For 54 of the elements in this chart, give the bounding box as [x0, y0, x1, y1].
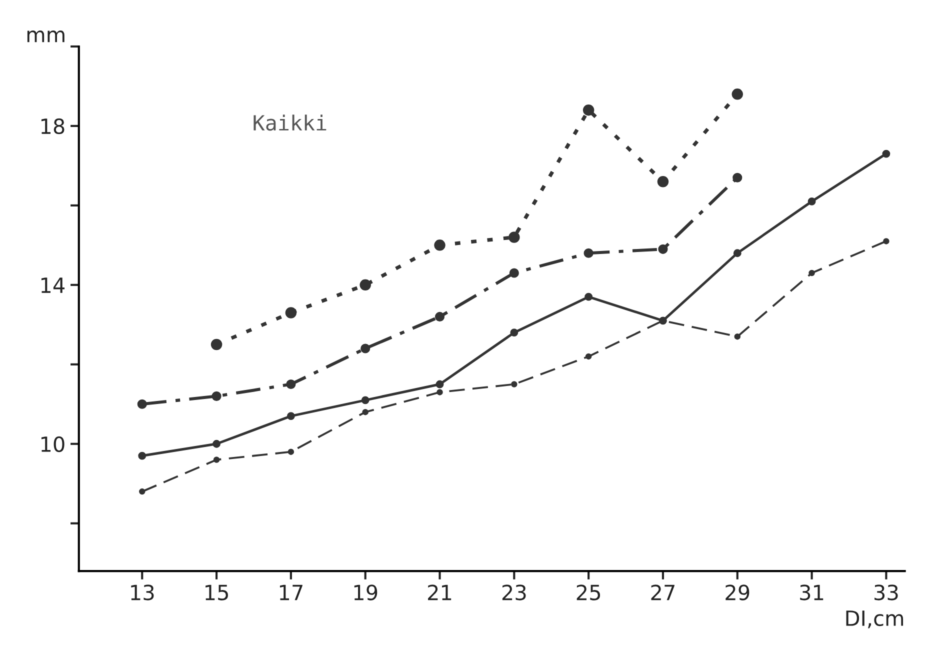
point	[436, 389, 443, 396]
point	[362, 408, 368, 416]
point	[657, 176, 669, 188]
point	[434, 312, 445, 322]
point	[436, 380, 444, 388]
point	[808, 270, 815, 276]
point	[139, 488, 146, 495]
point	[288, 448, 294, 455]
annotation: Kaikki	[254, 114, 326, 131]
x-tick-label: 19	[354, 584, 378, 600]
point	[732, 172, 742, 182]
x-tick-label: 23	[502, 584, 526, 600]
x-tick-label: 13	[131, 584, 154, 600]
point	[882, 150, 890, 158]
x-tick-label: 27	[651, 584, 674, 600]
x-tick-label: 31	[800, 584, 824, 600]
point	[509, 268, 519, 278]
point	[286, 412, 295, 420]
point	[213, 456, 220, 463]
x-tick-label: 33	[874, 584, 898, 600]
point	[137, 399, 147, 409]
x-tick-label: 15	[206, 584, 228, 600]
x-tick-label: 17	[280, 584, 302, 600]
point	[733, 249, 742, 258]
point	[286, 379, 296, 390]
point	[212, 440, 220, 448]
point	[210, 338, 222, 350]
point	[285, 307, 297, 318]
y-axis-title: mm	[27, 30, 64, 42]
point	[585, 353, 592, 360]
y-tick-label: 14	[41, 278, 65, 293]
x-tick-label: 29	[726, 584, 750, 600]
x-axis-title: DI,cm	[846, 610, 904, 628]
point	[511, 381, 518, 388]
y-tick-label: 10	[41, 436, 64, 452]
point	[584, 248, 594, 258]
point	[883, 238, 890, 244]
point	[360, 279, 371, 291]
point	[361, 396, 370, 404]
x-tick-label: 25	[576, 584, 600, 600]
y-tick-label: 18	[41, 118, 64, 134]
point	[732, 88, 744, 100]
point	[658, 244, 668, 254]
point	[582, 104, 594, 116]
point	[510, 328, 518, 337]
point	[138, 452, 146, 460]
point	[434, 240, 446, 251]
point	[212, 391, 222, 401]
point	[584, 292, 593, 301]
x-tick-label: 21	[428, 584, 452, 600]
point	[808, 198, 816, 206]
point	[508, 232, 520, 243]
point	[734, 333, 741, 340]
point	[360, 344, 370, 354]
